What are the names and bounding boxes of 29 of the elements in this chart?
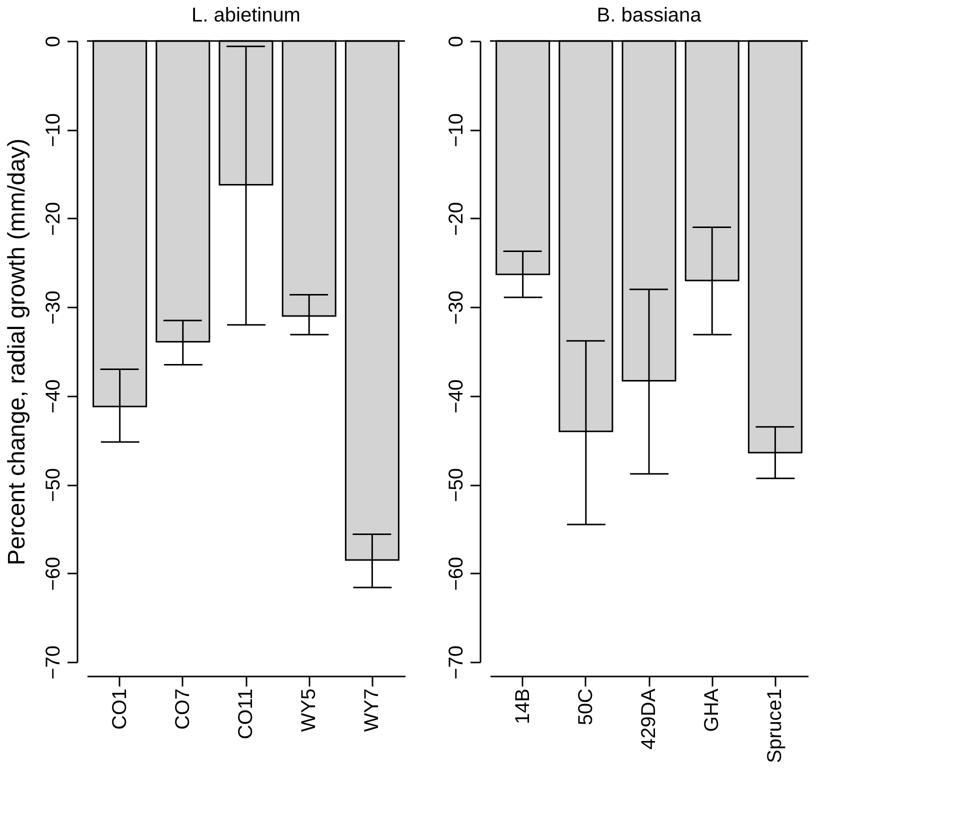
y-tick-label: −40 (42, 379, 64, 414)
y-tick-label: −60 (446, 556, 468, 591)
y-tick-label: −40 (446, 379, 468, 414)
chart-title: L. abietinum (192, 4, 300, 26)
y-axis-title: Percent change, radial growth (mm/day) (4, 138, 30, 566)
y-tick-label: −50 (446, 468, 468, 502)
x-tick-label: 50C (574, 688, 597, 726)
y-tick-label: −20 (42, 202, 64, 236)
x-tick-label: CO1 (108, 688, 131, 730)
y-tick-label: −10 (42, 113, 64, 148)
x-tick-label: GHA (701, 688, 724, 732)
y-tick-label: −70 (446, 646, 468, 680)
chart-title: B. bassiana (596, 4, 702, 26)
x-tick-label: CO11 (235, 688, 257, 740)
y-tick-label: −70 (42, 646, 64, 680)
x-tick-label: CO7 (172, 688, 194, 730)
y-tick-label: −60 (42, 556, 64, 591)
y-tick-label: 0 (446, 36, 468, 48)
y-tick-label: −50 (42, 468, 64, 502)
x-tick-label: WY5 (298, 688, 320, 732)
y-tick-label: −30 (446, 290, 468, 325)
y-tick-label: −10 (446, 113, 468, 148)
x-tick-label: 429DA (638, 688, 660, 750)
y-tick-label: −30 (42, 290, 64, 325)
y-tick-label: 0 (42, 36, 64, 48)
x-tick-label: Spruce1 (764, 688, 786, 763)
y-tick-label: −20 (446, 202, 468, 236)
x-tick-label: 14B (512, 688, 534, 724)
x-tick-label: WY7 (361, 688, 384, 732)
